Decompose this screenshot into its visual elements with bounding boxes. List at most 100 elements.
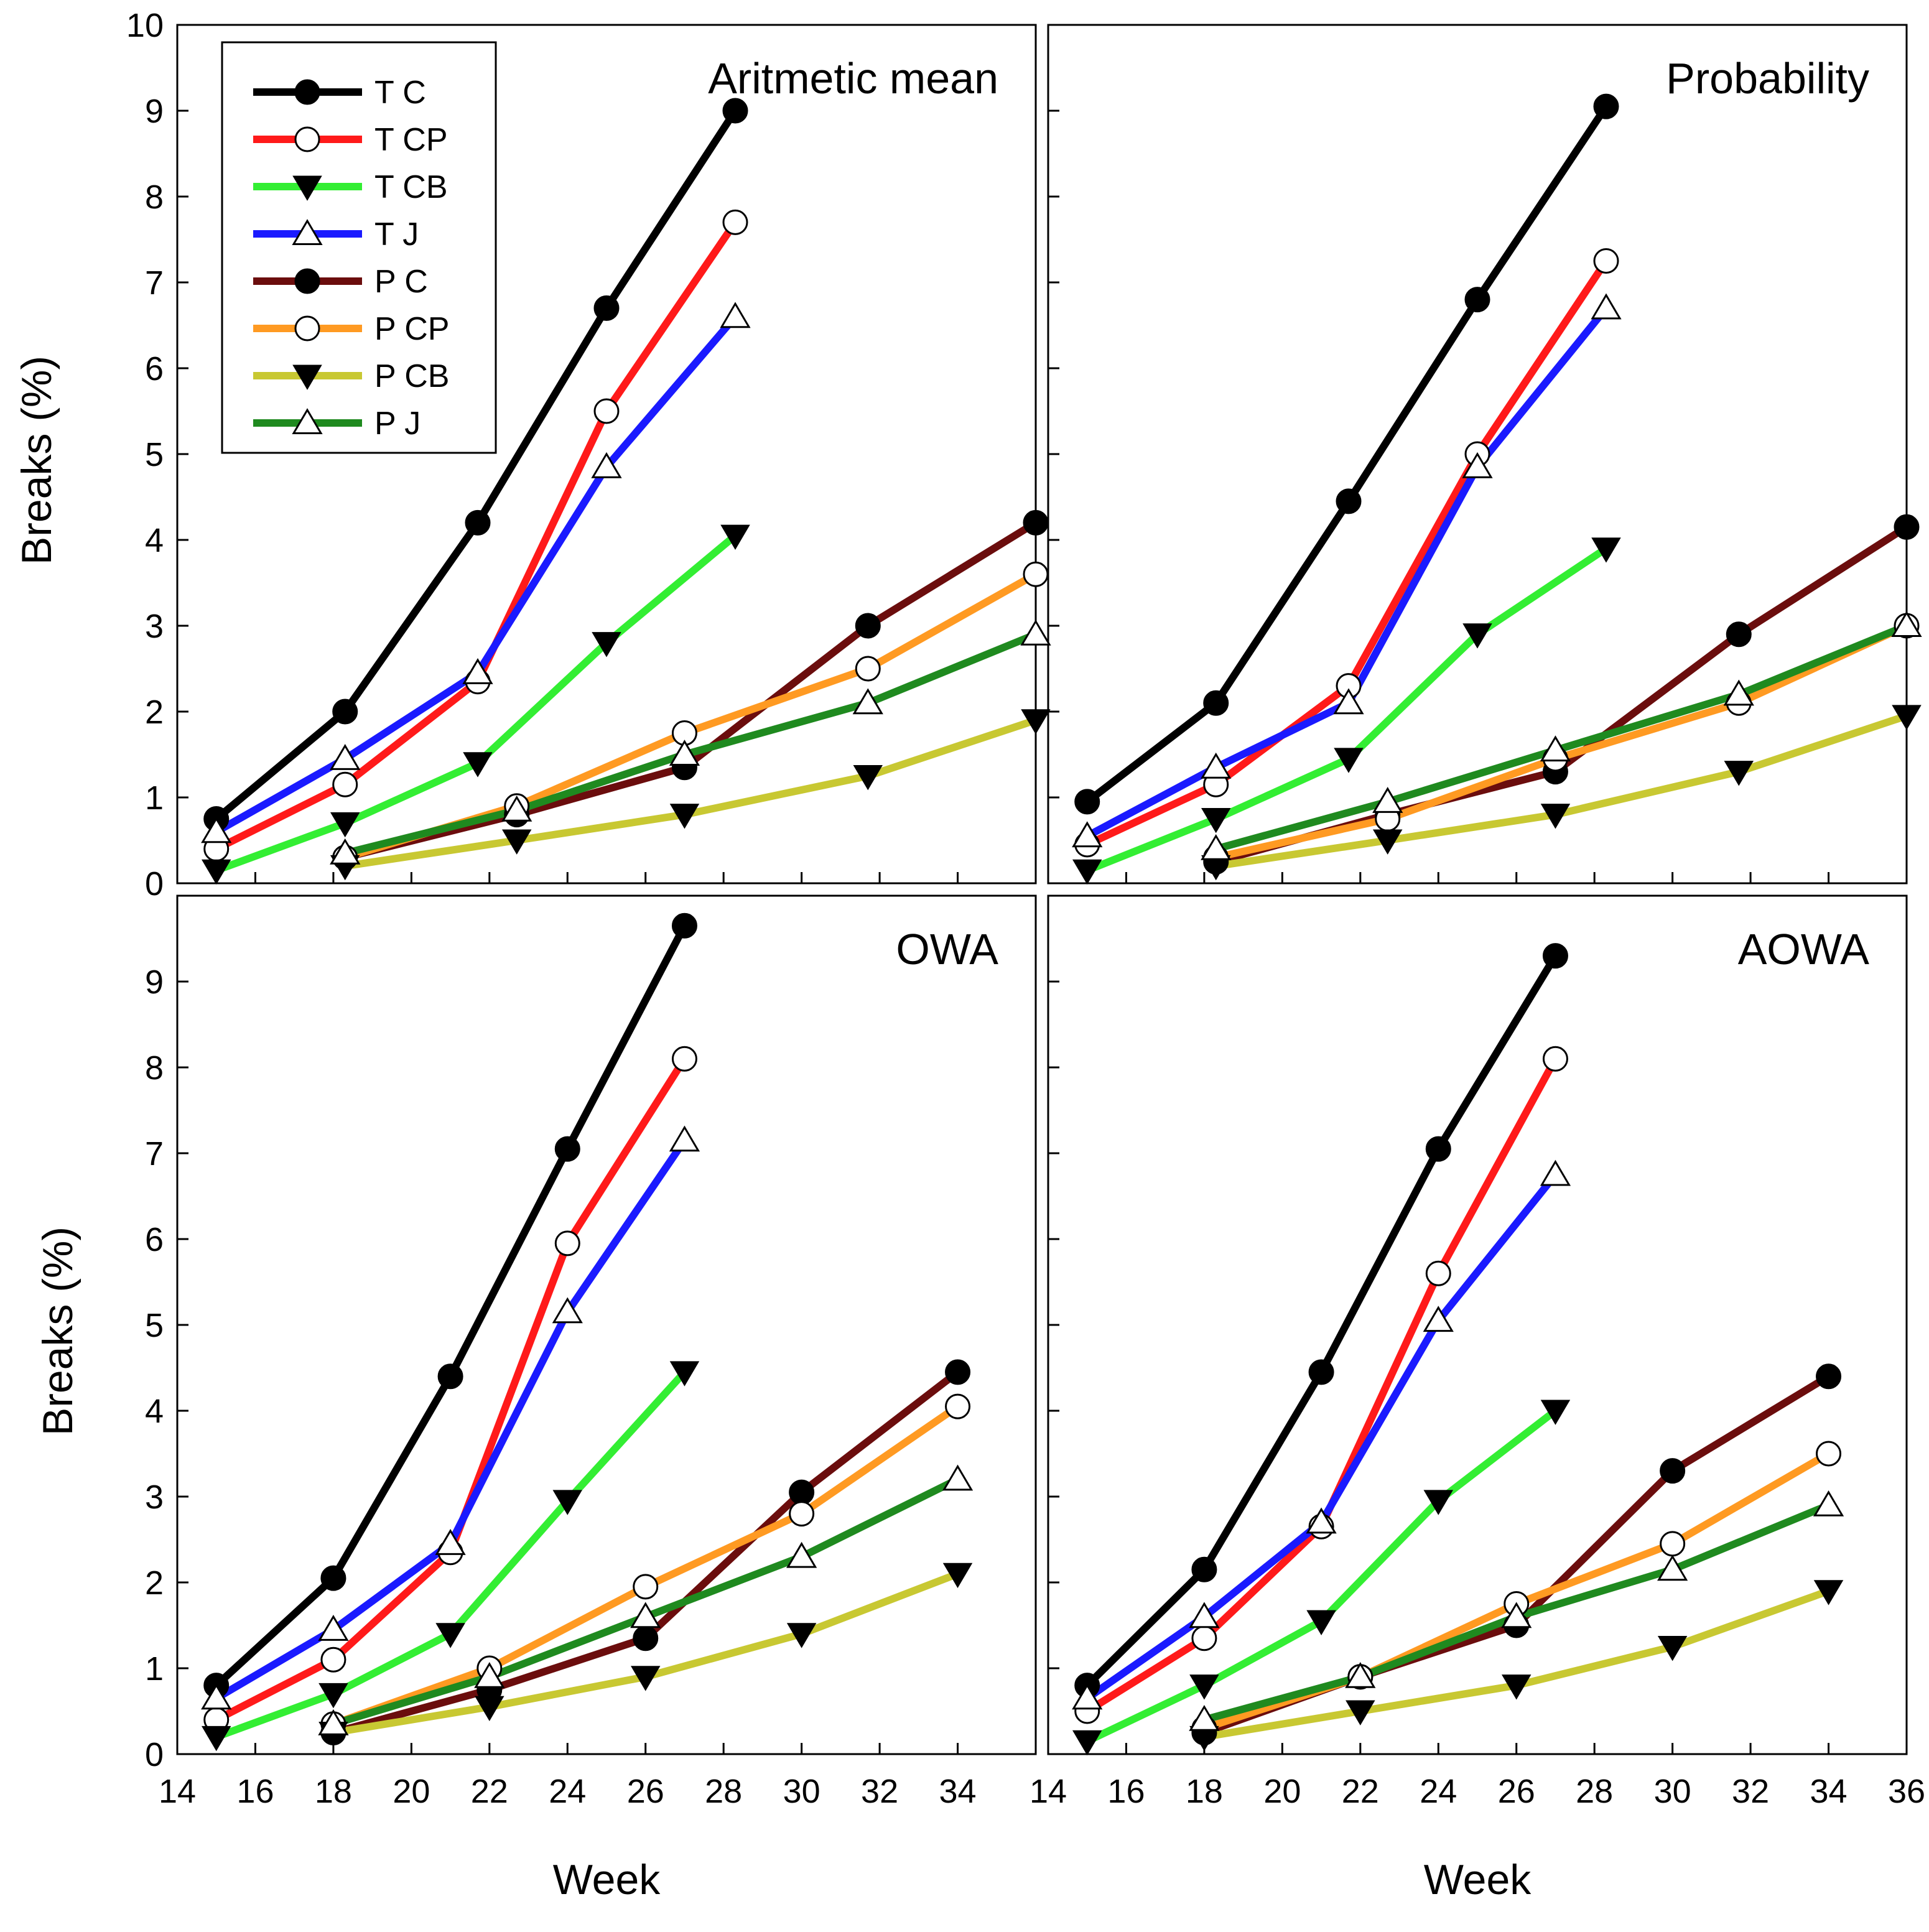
- panel-1-y-tick-label: 10: [126, 7, 164, 44]
- panel-1-point-t-cp: [332, 771, 358, 797]
- panel-3-point-t-cb: [435, 1623, 465, 1648]
- panel-3-point-p-cp: [633, 1574, 659, 1600]
- panel-3-x-tick-label: 14: [159, 1773, 196, 1810]
- panel-2-point-t-j: [1333, 688, 1364, 715]
- panel-1-point-t-c: [332, 699, 358, 725]
- panel-4-series-line-t-c: [1083, 952, 1559, 1689]
- panel-3-point-t-cp: [320, 1646, 346, 1673]
- panel-3-point-t-j: [669, 1125, 700, 1152]
- panel-3-y-tick-label: 5: [145, 1307, 164, 1344]
- panel-4-point-t-cb: [1306, 1610, 1336, 1635]
- panel-1-point-t-cb: [463, 752, 493, 778]
- series-layer: [212, 103, 1910, 1745]
- panel-3-x-tick-label: 22: [471, 1773, 508, 1810]
- panel-4-point-t-cp: [1425, 1260, 1451, 1286]
- panel-3-series-line-t-c: [212, 922, 689, 1689]
- y-axis-title-top: Breaks (%): [13, 356, 60, 565]
- panel-2-point-t-c: [1593, 93, 1619, 119]
- panel-4-point-t-c: [1542, 943, 1568, 969]
- panel-3-point-p-cp: [789, 1501, 815, 1527]
- panel-1-point-t-c: [722, 98, 748, 124]
- panel-3-point-t-j: [201, 1683, 232, 1710]
- panel-1-point-t-j: [462, 658, 493, 684]
- panel-3-point-t-c: [554, 1136, 580, 1162]
- panel-4-x-tick-label: 24: [1420, 1773, 1457, 1810]
- panel-4-x-tick-label: 36: [1888, 1773, 1925, 1810]
- legend-label: T CB: [374, 169, 448, 205]
- panel-1-point-p-cp: [1023, 561, 1049, 587]
- legend: T C T CP T CB T J P C P CP P CB P J: [221, 41, 497, 454]
- panel-4-point-p-j: [1189, 1704, 1220, 1731]
- panel-4-x-tick-label: 28: [1576, 1773, 1613, 1810]
- panel-1-point-t-cb: [330, 812, 360, 838]
- panel-4-point-t-j: [1189, 1602, 1220, 1628]
- panel-1-point-p-cb: [1021, 709, 1051, 735]
- panel-3-point-p-c: [789, 1479, 815, 1505]
- marker-layer: [201, 93, 1922, 1756]
- legend-label: P CB: [374, 358, 449, 394]
- panel-1-y-tick-label: 0: [145, 865, 164, 903]
- panel-3-point-p-j: [942, 1464, 974, 1491]
- panel-1-point-p-cb: [669, 804, 700, 829]
- panel-4-point-t-j: [1306, 1507, 1337, 1534]
- panel-4-point-p-cp: [1816, 1441, 1842, 1467]
- panel-3-point-p-c: [633, 1625, 659, 1651]
- legend-label: P C: [374, 264, 428, 300]
- panel-3-point-t-c: [437, 1363, 463, 1390]
- panel-4-point-t-j: [1072, 1683, 1103, 1710]
- legend-label: T CP: [374, 122, 448, 158]
- panel-1-y-tick-label: 7: [145, 264, 164, 302]
- legend-label: P CP: [374, 311, 449, 347]
- legend-marker: [294, 79, 320, 105]
- legend-label: T C: [374, 75, 426, 111]
- panel-2-point-t-cb: [1072, 859, 1102, 885]
- panel-3-x-tick-label: 30: [783, 1773, 820, 1810]
- panel-3-x-tick-label: 16: [236, 1773, 274, 1810]
- panel-4-point-t-j: [1540, 1159, 1571, 1186]
- panel-1-y-tick-label: 5: [145, 436, 164, 473]
- legend-label: P J: [374, 406, 421, 442]
- panel-4-point-t-cb: [1540, 1400, 1571, 1425]
- panel-3-point-t-c: [671, 913, 697, 939]
- panel-4-point-p-j: [1345, 1661, 1376, 1688]
- panel-1-y-tick-label: 9: [145, 93, 164, 130]
- panel-2-point-p-j: [1201, 834, 1232, 860]
- panel-1-point-t-cp: [722, 209, 748, 235]
- panel-4-x-tick-label: 22: [1342, 1773, 1379, 1810]
- panel-1-point-p-j: [1020, 619, 1051, 646]
- panel-3-x-tick-label: 28: [705, 1773, 742, 1810]
- panel-3-point-t-c: [320, 1565, 346, 1591]
- panel-2-point-p-cb: [1724, 761, 1754, 786]
- panel-4-point-p-cb: [1657, 1636, 1688, 1661]
- panel-4-point-t-cb: [1072, 1730, 1102, 1756]
- x-axis-title-right: Week: [1424, 1856, 1532, 1903]
- panel-4-x-tick-label: 18: [1186, 1773, 1223, 1810]
- panel-1-point-p-j: [669, 740, 700, 766]
- panel-4-point-t-c: [1191, 1556, 1217, 1582]
- panel-4-title: AOWA: [1738, 925, 1870, 973]
- panel-4-x-tick-label: 16: [1107, 1773, 1145, 1810]
- panel-3-point-t-j: [552, 1297, 583, 1324]
- panel-4-point-p-j: [1501, 1602, 1532, 1628]
- panel-3-point-p-j: [474, 1661, 505, 1688]
- legend-marker: [292, 175, 322, 201]
- panel-3-x-tick-label: 26: [627, 1773, 664, 1810]
- panel-3-point-p-j: [630, 1602, 661, 1628]
- panel-4-point-p-c: [1660, 1458, 1686, 1484]
- panel-3-point-p-j: [318, 1709, 349, 1735]
- legend-box: [221, 41, 497, 454]
- panel-2-point-t-cb: [1201, 808, 1231, 834]
- panel-1-point-p-c: [1023, 509, 1049, 536]
- panel-4-point-t-cp: [1191, 1625, 1217, 1651]
- panel-1-point-t-cp: [593, 398, 620, 424]
- panel-4-x-tick-label: 30: [1654, 1773, 1691, 1810]
- panel-1-point-p-j: [852, 688, 883, 715]
- panel-2-point-p-j: [1723, 679, 1754, 706]
- panel-2-point-p-c: [1894, 514, 1920, 540]
- legend-marker: [294, 126, 320, 152]
- panel-4-x-tick-label: 32: [1732, 1773, 1769, 1810]
- panel-1-point-t-cb: [720, 524, 750, 550]
- panel-3-y-tick-label: 7: [145, 1135, 164, 1173]
- panel-4-point-t-j: [1423, 1306, 1454, 1332]
